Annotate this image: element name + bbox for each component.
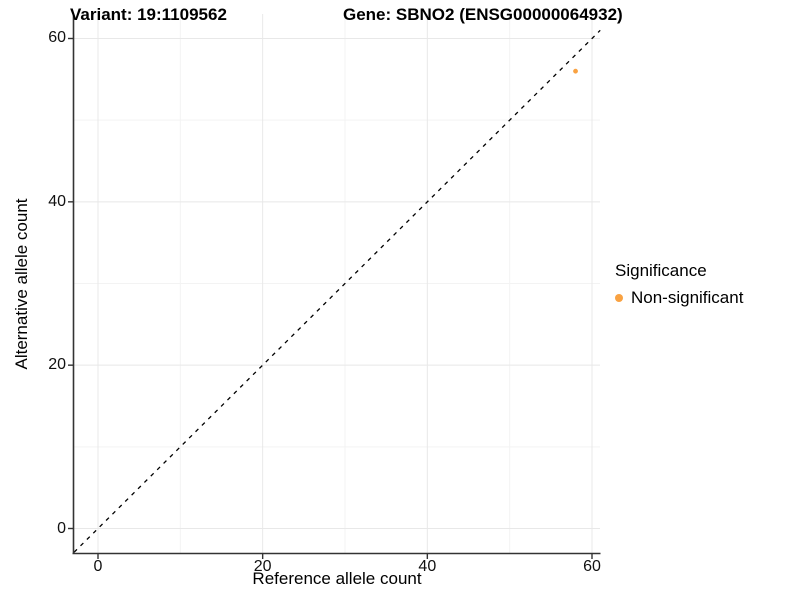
plot-title-variant: Variant: 19:1109562: [70, 5, 227, 24]
legend-title: Significance: [615, 261, 707, 280]
y-tick-label: 60: [48, 29, 66, 47]
y-tick-label: 0: [57, 519, 66, 537]
y-tick-label: 40: [48, 192, 66, 210]
y-axis-label: Alternative allele count: [12, 198, 31, 370]
plot-title-gene: Gene: SBNO2 (ENSG00000064932): [343, 5, 623, 24]
legend-key-dot-icon: [615, 294, 623, 302]
identity-reference-line: [73, 29, 601, 553]
x-tick-label: 0: [93, 558, 103, 575]
y-tick-label: 20: [48, 356, 66, 374]
x-axis-label: Reference allele count: [252, 569, 422, 588]
legend-item-non-significant: Non-significant: [615, 288, 743, 308]
legend-item-label: Non-significant: [631, 288, 744, 307]
x-tick-label: 20: [253, 558, 272, 575]
x-tick-label: 40: [418, 558, 437, 575]
legend: Significance Non-significant: [615, 261, 743, 308]
data-point: [573, 68, 578, 74]
x-tick-label: 60: [583, 558, 601, 575]
